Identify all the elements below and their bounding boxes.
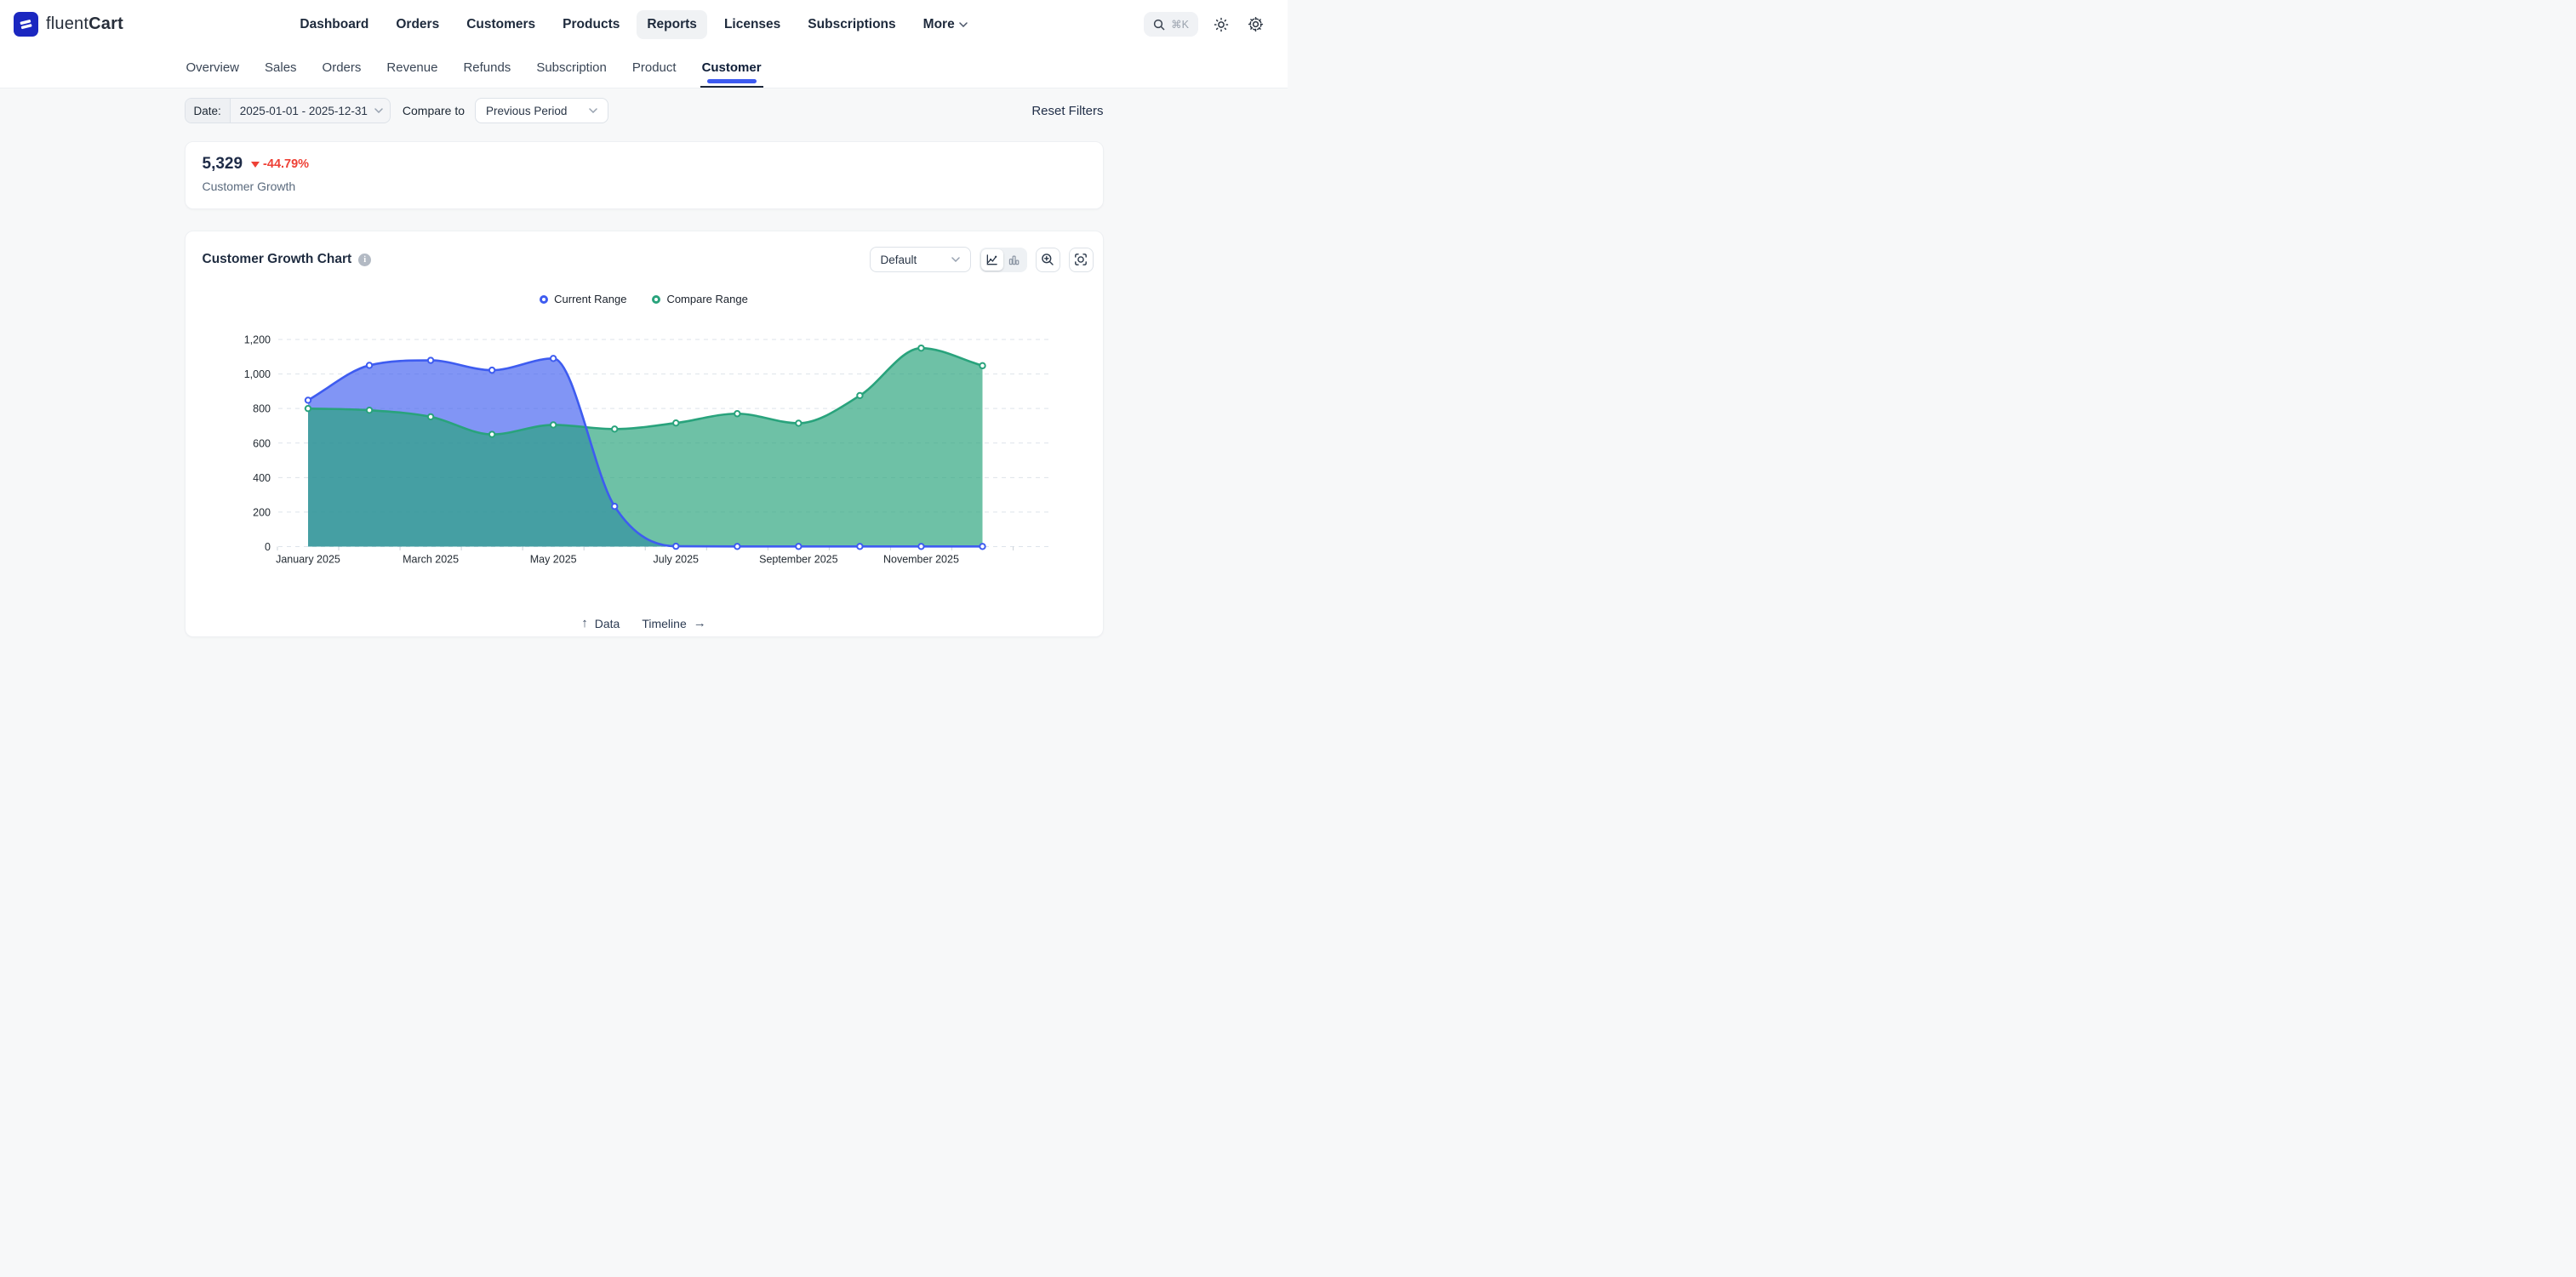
arrow-up-icon: ↑ [581,616,588,630]
legend-item-compare-range[interactable]: Compare Range [652,293,747,305]
reset-filters-button[interactable]: Reset Filters [1031,104,1103,118]
svg-text:November 2025: November 2025 [882,554,958,566]
tab-customer[interactable]: Customer [700,48,763,88]
brand-name: fluentCart [46,14,123,34]
nav-item-reports[interactable]: Reports [637,10,707,39]
tab-sales[interactable]: Sales [263,48,299,88]
fluentcart-logo-icon [14,12,38,37]
chart-type-toggle [980,248,1027,272]
svg-text:600: 600 [253,437,271,449]
data-link[interactable]: ↑ Data [581,616,620,630]
triangle-down-icon [251,162,260,168]
nav-item-products[interactable]: Products [552,10,630,39]
stat-delta: -44.79% [251,157,309,171]
svg-text:March 2025: March 2025 [403,554,459,566]
legend-item-current-range[interactable]: Current Range [540,293,626,305]
date-range-filter[interactable]: Date: 2025-01-01 - 2025-12-31 [185,98,391,123]
chevron-down-icon [374,108,383,113]
settings-button[interactable] [1244,13,1267,36]
nav-item-subscriptions[interactable]: Subscriptions [797,10,905,39]
legend-label: Current Range [554,293,626,305]
filters-row: Date: 2025-01-01 - 2025-12-31 Compare to… [185,98,1104,123]
chart-title: Customer Growth Chart [203,252,352,267]
chevron-down-icon [589,108,597,113]
customer-growth-chart[interactable]: 0 200 400 600 800 1,000 1,200 January 2025 March… [186,312,1105,572]
focus-scan-icon [1074,253,1088,266]
timeline-link[interactable]: Timeline → [642,616,705,630]
chart-controls: Default [870,247,1094,272]
nav-item-customers[interactable]: Customers [456,10,545,39]
legend-ring-icon [540,295,548,304]
top-header: fluentCart DashboardOrdersCustomersProdu… [0,0,1288,48]
svg-text:January 2025: January 2025 [276,554,340,566]
nav-item-licenses[interactable]: Licenses [714,10,791,39]
svg-text:1,200: 1,200 [243,334,270,346]
compare-to-label: Compare to [403,104,465,117]
brand-logo[interactable]: fluentCart [14,12,123,37]
svg-text:1,000: 1,000 [243,368,270,380]
legend-label: Compare Range [666,293,747,305]
svg-text:July 2025: July 2025 [653,554,699,566]
svg-text:May 2025: May 2025 [529,554,576,566]
nav-item-dashboard[interactable]: Dashboard [289,10,379,39]
chart-preset-select[interactable]: Default [870,247,971,272]
bar-chart-toggle[interactable] [1003,249,1025,271]
svg-text:400: 400 [253,472,271,484]
nav-item-more[interactable]: More [913,10,978,39]
focus-button[interactable] [1069,248,1094,272]
header-actions: ⌘K [1144,12,1267,37]
tab-revenue[interactable]: Revenue [385,48,439,88]
zoom-button[interactable] [1036,248,1060,272]
compare-period-value: Previous Period [486,105,567,117]
reports-tabbar: Overview Sales Orders Revenue Refunds Subscri… [0,48,1288,88]
line-chart-toggle[interactable] [981,249,1003,271]
gear-icon [1248,16,1264,32]
legend-ring-icon [652,295,660,304]
zoom-in-icon [1041,253,1054,266]
arrow-right-icon: → [694,616,706,630]
chevron-down-icon [959,22,968,27]
chart-footer: ↑ Data Timeline → [186,616,1103,630]
chart-legend: Current Range Compare Range [186,293,1103,305]
search-icon [1153,19,1165,31]
stat-label: Customer Growth [203,180,1086,193]
main-nav: DashboardOrdersCustomersProductsReportsL… [123,10,1144,39]
svg-text:0: 0 [265,541,271,553]
tab-refunds[interactable]: Refunds [461,48,512,88]
line-chart-icon [985,254,998,266]
svg-text:September 2025: September 2025 [759,554,837,566]
info-icon[interactable]: i [358,254,371,266]
date-range-value: 2025-01-01 - 2025-12-31 [240,105,368,117]
svg-text:800: 800 [253,403,271,415]
customer-growth-chart-card: Customer Growth Chart i Default [185,231,1104,637]
customer-growth-stat-card: 5,329 -44.79% Customer Growth [185,141,1104,209]
tab-overview[interactable]: Overview [185,48,242,88]
search-button[interactable]: ⌘K [1144,12,1198,37]
bar-chart-icon [1008,254,1020,266]
stat-value: 5,329 [203,155,243,174]
tab-product[interactable]: Product [631,48,678,88]
tab-orders[interactable]: Orders [321,48,363,88]
compare-period-select[interactable]: Previous Period [475,98,608,123]
date-label: Date: [186,99,231,123]
nav-item-orders[interactable]: Orders [386,10,449,39]
search-shortcut: ⌘K [1171,18,1189,31]
theme-toggle-button[interactable] [1210,14,1232,36]
sun-icon [1214,17,1229,32]
chart-preset-value: Default [881,254,917,266]
tab-subscription[interactable]: Subscription [534,48,608,88]
chevron-down-icon [951,257,960,262]
svg-text:200: 200 [253,506,271,518]
